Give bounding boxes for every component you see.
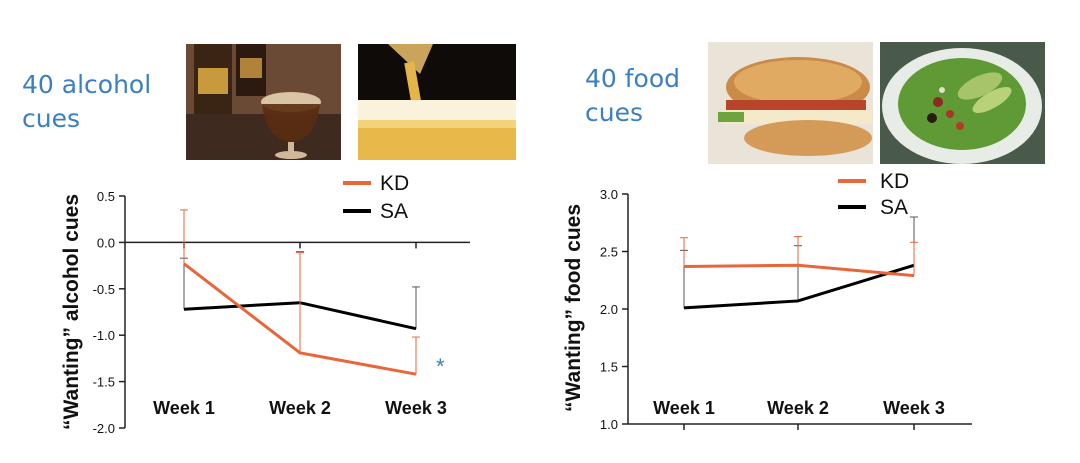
alcohol-legend-label-sa: SA	[380, 200, 408, 223]
alcohol-y-tick-label: -2.0	[93, 421, 115, 436]
food-category-label: Week 3	[883, 398, 945, 418]
whiskey-glass-photo	[186, 44, 341, 160]
sandwich-photo	[708, 42, 873, 164]
alcohol-series-line-kd	[183, 262, 417, 376]
alcohol-y-tick-label: 0.0	[97, 235, 115, 250]
alcohol-legend-label-kd: KD	[380, 172, 409, 195]
alcohol-panel-title: 40 alcohol cues	[22, 68, 151, 136]
food-legend-label-sa: SA	[880, 196, 908, 219]
alcohol-category-label: Week 1	[153, 398, 215, 418]
food-category-label: Week 1	[653, 398, 715, 418]
alcohol-title-line2: cues	[22, 104, 80, 133]
alcohol-category-label: Week 3	[385, 398, 447, 418]
alcohol-title-line1: 40 alcohol	[22, 70, 152, 99]
alcohol-category-label: Week 2	[269, 398, 331, 418]
food-y-tick-label: 1.5	[600, 360, 618, 375]
food-y-tick-label: 2.5	[600, 245, 618, 260]
beer-pour-photo	[358, 44, 516, 160]
food-y-tick-label: 1.0	[600, 417, 618, 432]
salad-photo	[880, 42, 1045, 164]
food-series-line-sa	[683, 263, 915, 310]
alcohol-significance-annotation: *	[436, 354, 445, 379]
food-y-tick-label: 2.0	[600, 302, 618, 317]
alcohol-y-tick-label: 0.5	[97, 189, 115, 204]
food-y-tick-label: 3.0	[600, 187, 618, 202]
food-legend-label-kd: KD	[880, 170, 909, 193]
food-title-line2: cues	[585, 98, 643, 127]
alcohol-y-tick-label: -1.0	[93, 328, 115, 343]
food-series-line-kd	[683, 263, 915, 278]
food-title-line1: 40 food	[585, 64, 681, 93]
alcohol-y-tick-label: -1.5	[93, 375, 115, 390]
food-y-axis-label: “Wanting” food cues	[562, 204, 585, 412]
food-panel-title: 40 food cues	[585, 62, 680, 130]
alcohol-y-tick-label: -0.5	[93, 282, 115, 297]
alcohol-y-axis-label: “Wanting” alcohol cues	[60, 194, 83, 430]
food-category-label: Week 2	[767, 398, 829, 418]
